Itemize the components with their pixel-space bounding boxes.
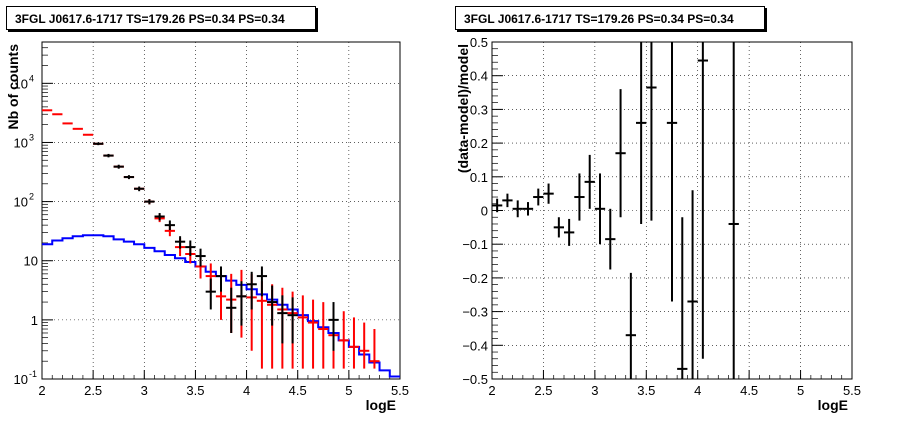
- data-point: [226, 287, 237, 333]
- data-point: [297, 295, 308, 369]
- y-tick-exponent: 3: [29, 132, 34, 142]
- data-point: [502, 193, 513, 208]
- data-point: [134, 186, 145, 192]
- x-tick-label: 2.5: [84, 383, 102, 398]
- data-point: [154, 213, 165, 221]
- x-tick-label: 3: [141, 383, 148, 398]
- data-point: [369, 329, 380, 369]
- data-point: [113, 164, 124, 169]
- left-chart-title: 3FGL J0617.6-1717 TS=179.26 PS=0.34 PS=0…: [6, 6, 316, 30]
- data-point: [195, 248, 206, 267]
- data-point: [318, 302, 329, 369]
- y-tick-label: 0.5: [470, 35, 488, 50]
- data-point: [348, 317, 360, 369]
- y-tick-exponent: 4: [29, 73, 34, 83]
- x-tick-label: 3: [591, 383, 598, 398]
- x-tick-label: 5.5: [843, 383, 861, 398]
- x-axis-title: logE: [366, 397, 396, 413]
- y-axis-title: Nb of counts: [5, 44, 21, 130]
- x-tick-label: 5: [345, 383, 352, 398]
- data-point: [205, 278, 216, 310]
- x-tick-label: 5.5: [391, 383, 409, 398]
- data-point: [359, 322, 370, 369]
- data-point: [564, 218, 575, 246]
- data-point: [512, 200, 523, 218]
- x-tick-label: 4: [694, 383, 701, 398]
- x-tick-label: 2: [38, 383, 45, 398]
- y-tick-label: −0.5: [462, 372, 488, 387]
- x-tick-label: 5: [797, 383, 804, 398]
- y-tick-label: 0.4: [470, 69, 488, 84]
- data-point: [246, 271, 257, 310]
- x-tick-label: 4: [243, 383, 250, 398]
- x-tick-label: 2.5: [534, 383, 552, 398]
- y-tick-label: −0.1: [462, 237, 488, 252]
- data-point: [615, 89, 626, 218]
- y-tick-label: 0.2: [470, 136, 488, 151]
- y-tick-exponent: 2: [29, 192, 34, 202]
- y-tick-exponent: -1: [29, 369, 37, 379]
- data-point: [174, 236, 186, 249]
- data-point: [164, 220, 175, 231]
- series-0: [492, 42, 739, 379]
- data-point: [625, 272, 636, 379]
- data-point: [144, 199, 155, 205]
- y-tick-label: 0.3: [470, 102, 488, 117]
- x-tick-label: 2: [488, 383, 495, 398]
- y-tick-label: 10: [24, 254, 38, 269]
- data-point: [697, 42, 708, 359]
- data-point: [584, 154, 595, 209]
- x-tick-label: 3.5: [637, 383, 655, 398]
- y-tick-label: 10: [14, 135, 28, 150]
- data-point: [123, 175, 135, 180]
- data-point: [636, 42, 647, 224]
- y-tick-label: 10: [14, 76, 28, 91]
- data-point: [328, 302, 339, 351]
- data-point: [728, 42, 739, 379]
- data-point: [307, 299, 319, 369]
- residuals-plot: 2 2.5 3 3.5 4 4.5 5 5.5 −0.5 −0.4 −0.3 −0.2 −0.1 0 0.1…: [455, 35, 861, 413]
- data-point: [605, 208, 616, 270]
- y-tick-label: 10: [14, 372, 28, 387]
- data-point: [277, 295, 288, 344]
- data-point: [533, 188, 544, 206]
- y-tick-label: 0: [481, 204, 488, 219]
- y-tick-label: 0.1: [470, 170, 488, 185]
- data-point: [666, 42, 678, 302]
- series-2: [93, 142, 339, 351]
- data-point: [646, 42, 657, 221]
- data-point: [256, 266, 268, 297]
- data-point: [687, 190, 698, 379]
- data-point: [522, 202, 534, 216]
- y-tick-label: −0.4: [462, 338, 488, 353]
- data-point: [677, 217, 688, 379]
- data-point: [236, 281, 247, 326]
- x-axis-title: logE: [818, 397, 848, 413]
- data-point: [93, 142, 104, 146]
- data-point: [553, 217, 564, 238]
- data-point: [338, 311, 349, 369]
- data-point: [185, 240, 196, 257]
- data-point: [543, 183, 554, 204]
- x-tick-label: 4.5: [740, 383, 758, 398]
- y-tick-label: −0.2: [462, 271, 488, 286]
- data-point: [267, 285, 278, 326]
- data-point: [594, 173, 606, 245]
- data-point: [574, 173, 585, 221]
- x-tick-label: 4.5: [289, 383, 307, 398]
- right-chart-title: 3FGL J0617.6-1717 TS=179.26 PS=0.34 PS=0…: [455, 6, 765, 30]
- x-tick-label: 3.5: [186, 383, 204, 398]
- data-point: [492, 198, 503, 213]
- data-point: [287, 297, 298, 344]
- y-axis-title: (data-model)/model: [455, 44, 471, 173]
- data-point: [215, 266, 227, 292]
- y-tick-label: 10: [14, 195, 28, 210]
- data-point: [103, 153, 114, 158]
- y-tick-label: −0.3: [462, 305, 488, 320]
- y-tick-label: 1: [31, 313, 38, 328]
- plot-frame: [41, 41, 401, 380]
